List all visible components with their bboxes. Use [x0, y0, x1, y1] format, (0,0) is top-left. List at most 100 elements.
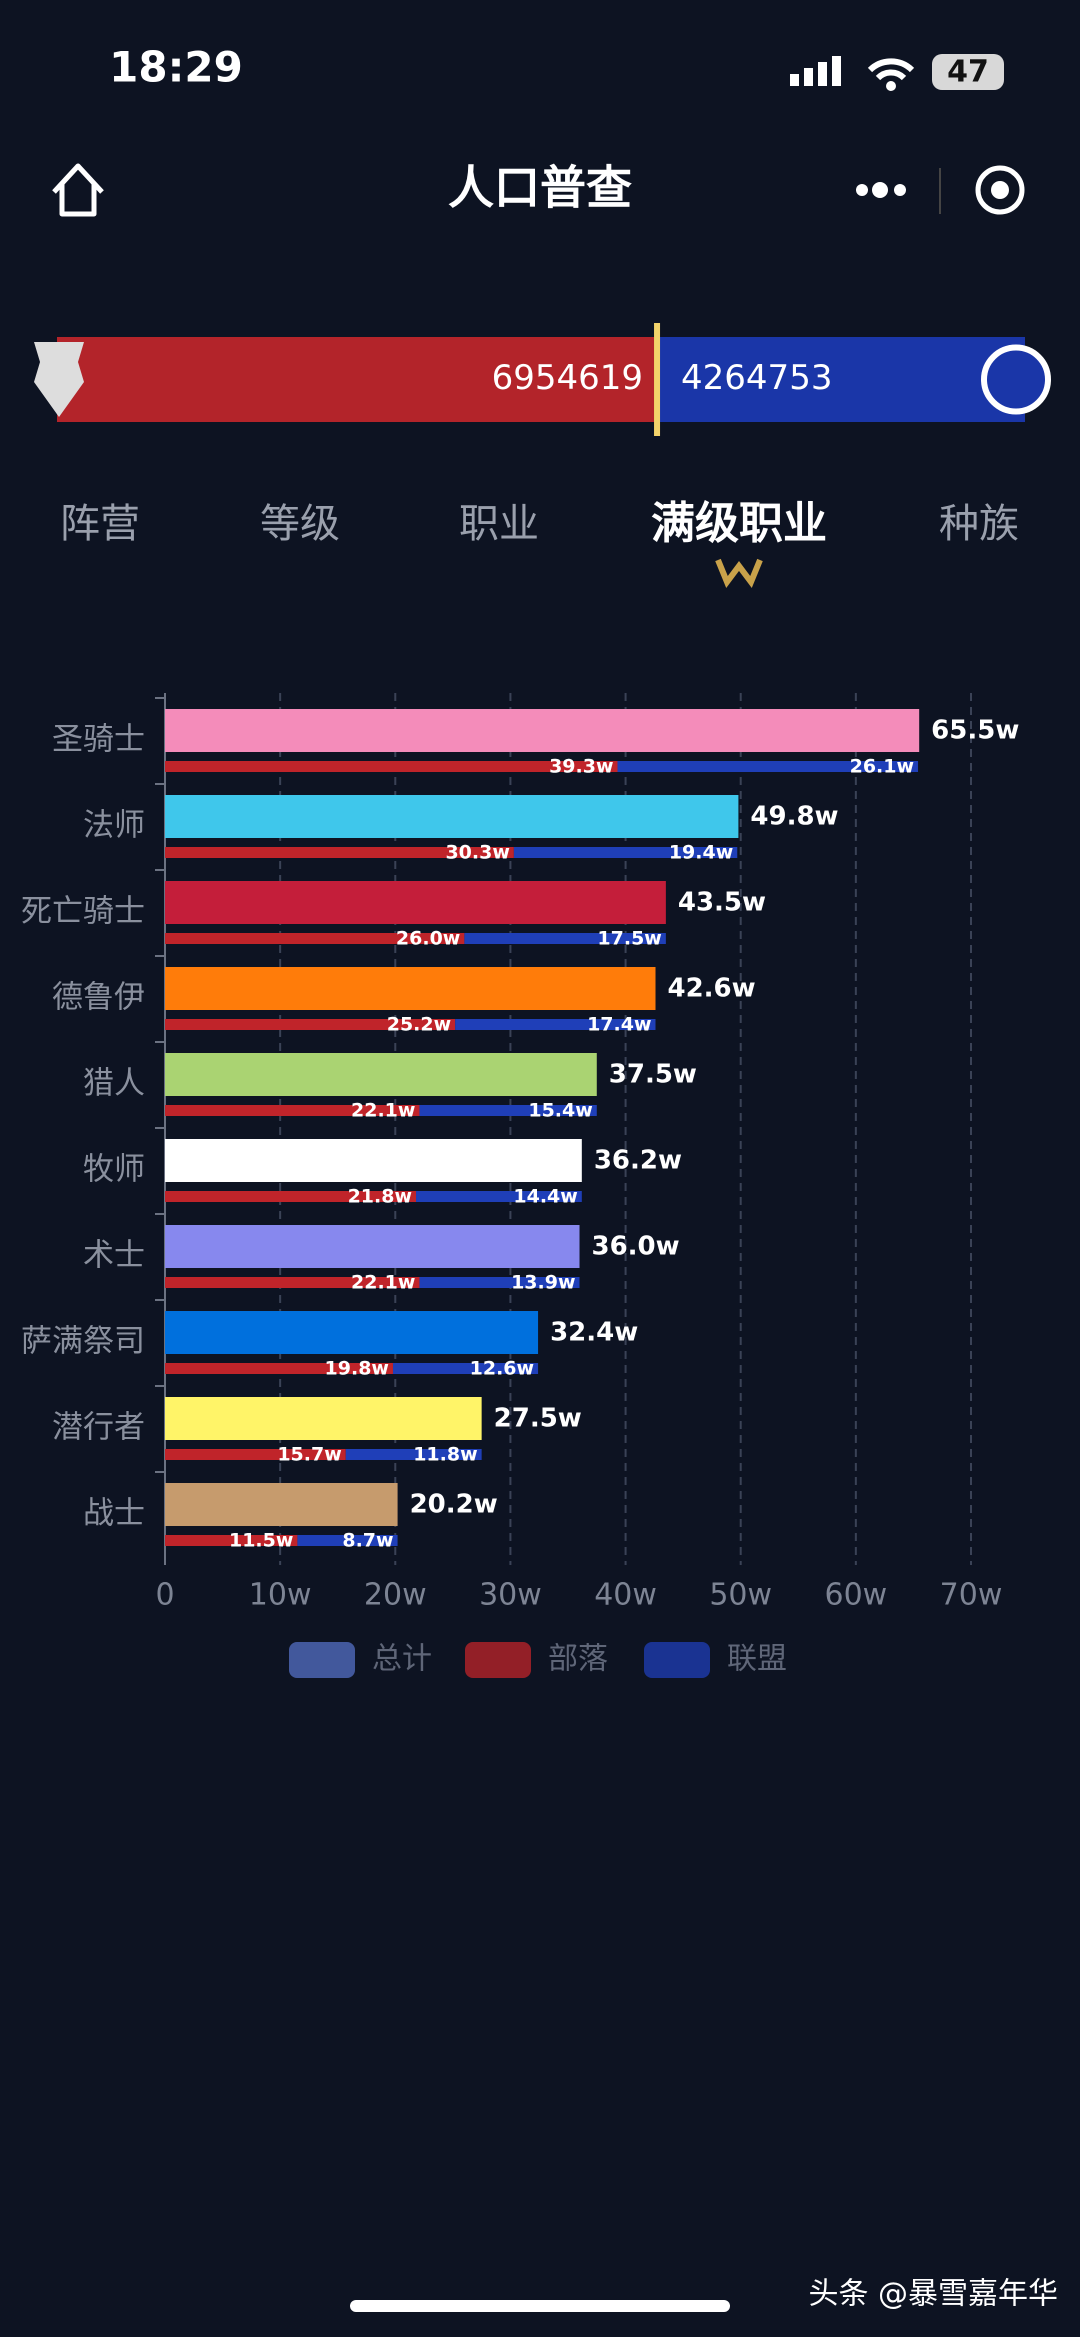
alliance-bar: [419, 1277, 580, 1288]
y-tick-label: 术士: [83, 1238, 145, 1274]
signal-icon: [790, 56, 841, 86]
legend-swatch: [465, 1642, 531, 1678]
alliance-label: 17.5w: [597, 928, 661, 950]
y-tick-label: 战士: [83, 1496, 145, 1532]
legend-swatch: [644, 1642, 710, 1678]
y-tick-label: 萨满祭司: [21, 1324, 145, 1360]
alliance-bar: [657, 337, 1025, 422]
horde-label: 15.7w: [277, 1444, 341, 1466]
legend-label: 联盟: [727, 1642, 787, 1677]
alliance-bar: [345, 1449, 482, 1460]
alliance-bar: [416, 1191, 582, 1202]
battery-icon: [932, 54, 1004, 90]
legend-swatch: [289, 1642, 355, 1678]
total-label: 37.5w: [609, 1060, 697, 1090]
split-glow: [654, 323, 661, 436]
status-time: 18:29: [109, 43, 243, 92]
y-tick-label: 潜行者: [52, 1410, 145, 1446]
x-tick-label: 0: [155, 1578, 174, 1613]
tab[interactable]: 阵营: [60, 501, 140, 547]
total-bar: [165, 881, 666, 924]
tab-indicator: [715, 558, 763, 589]
horde-bar: [165, 761, 618, 772]
total-label: 36.0w: [592, 1232, 680, 1262]
horde-label: 39.3w: [549, 756, 613, 778]
tab[interactable]: 种族: [939, 501, 1019, 547]
horde-label: 26.0w: [396, 928, 460, 950]
y-tick-label: 猎人: [83, 1066, 145, 1102]
horde-label: 22.1w: [351, 1100, 415, 1122]
wifi-icon: [867, 58, 915, 81]
x-tick-label: 20w: [364, 1578, 427, 1613]
total-bar: [165, 1225, 580, 1268]
alliance-label: 17.4w: [587, 1014, 651, 1036]
y-tick-label: 牧师: [83, 1152, 145, 1188]
alliance-label: 19.4w: [669, 842, 733, 864]
total-label: 65.5w: [931, 716, 1019, 746]
total-label: 49.8w: [750, 802, 838, 832]
total-bar: [165, 967, 656, 1010]
horde-emblem: [34, 342, 84, 417]
alliance-bar: [617, 761, 919, 772]
total-bar: [165, 1053, 597, 1096]
horde-label: 19.8w: [325, 1358, 389, 1380]
y-tick-label: 法师: [83, 808, 145, 844]
legend-label: 部落: [548, 1642, 608, 1677]
total-bar: [165, 709, 920, 752]
total-label: 27.5w: [494, 1404, 582, 1434]
alliance-label: 12.6w: [470, 1358, 534, 1380]
total-bar: [165, 1311, 539, 1354]
horde-label: 22.1w: [351, 1272, 415, 1294]
legend-label: 总计: [372, 1642, 432, 1677]
alliance-label: 8.7w: [342, 1530, 393, 1552]
horde-bar: [165, 1019, 456, 1030]
horde-bar: [165, 1535, 298, 1546]
alliance-bar: [392, 1363, 539, 1374]
horde-bar: [165, 1363, 393, 1374]
source-watermark: 头条 @暴雪嘉年华: [808, 2277, 1058, 2312]
horde-bar: [165, 847, 514, 858]
horde-count: 6954619: [492, 358, 643, 398]
x-tick-label: 30w: [479, 1578, 542, 1613]
horde-label: 11.5w: [229, 1530, 293, 1552]
total-bar: [165, 1139, 582, 1182]
y-tick-label: 德鲁伊: [52, 980, 145, 1016]
total-label: 36.2w: [594, 1146, 682, 1176]
alliance-label: 13.9w: [511, 1272, 575, 1294]
total-bar: [165, 795, 739, 838]
horde-bar: [165, 1105, 420, 1116]
total-bar: [165, 1397, 482, 1440]
x-tick-label: 60w: [824, 1578, 887, 1613]
horde-bar: [165, 1277, 420, 1288]
horde-label: 30.3w: [445, 842, 509, 864]
alliance-label: 15.4w: [528, 1100, 592, 1122]
horde-label: 25.2w: [387, 1014, 451, 1036]
horde-bar: [165, 933, 465, 944]
alliance-bar: [455, 1019, 656, 1030]
y-tick-label: 圣骑士: [52, 722, 145, 758]
total-label: 42.6w: [668, 974, 756, 1004]
alliance-label: 26.1w: [850, 756, 914, 778]
battery-level: 47: [947, 55, 989, 90]
horde-label: 21.8w: [348, 1186, 412, 1208]
alliance-count: 4264753: [681, 358, 832, 398]
page-title: 人口普查: [448, 161, 632, 215]
home-button[interactable]: [52, 163, 104, 217]
wifi-dot: [886, 81, 896, 91]
x-tick-label: 40w: [594, 1578, 657, 1613]
tab[interactable]: 职业: [459, 501, 539, 547]
x-tick-label: 70w: [940, 1578, 1003, 1613]
tab[interactable]: 等级: [260, 501, 340, 547]
tab-active[interactable]: 满级职业: [651, 498, 827, 549]
total-bar: [165, 1483, 398, 1526]
x-tick-label: 50w: [709, 1578, 772, 1613]
total-label: 32.4w: [550, 1318, 638, 1348]
close-button[interactable]: [975, 165, 1025, 215]
alliance-emblem: [981, 344, 1051, 415]
alliance-bar: [419, 1105, 597, 1116]
alliance-label: 14.4w: [513, 1186, 577, 1208]
horde-bar: [165, 1449, 346, 1460]
more-button[interactable]: [856, 182, 906, 198]
y-tick-label: 死亡骑士: [21, 894, 145, 930]
